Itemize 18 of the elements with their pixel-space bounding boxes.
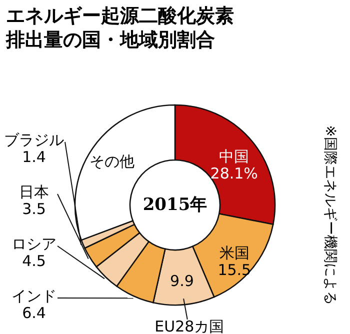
data-label: 28.1%	[210, 164, 258, 182]
data-label: 6.4	[22, 304, 46, 322]
slice-label: 中国	[219, 147, 250, 166]
slice-label: その他	[90, 152, 135, 170]
slice-label: EU28カ国	[154, 318, 224, 334]
slice-label: ロシア	[12, 235, 56, 253]
slice-label: ブラジル	[4, 131, 64, 149]
data-label: 15.5	[218, 261, 252, 280]
slice-label: インド	[12, 287, 56, 305]
data-label: 9.9	[170, 272, 194, 290]
data-label: 4.5	[22, 252, 46, 270]
text: ※国際エネルギー機関による	[322, 125, 338, 305]
data-label: 3.5	[22, 200, 46, 218]
chart-title: エネルギー起源二酸化炭素排出量の国・地域別割合	[5, 5, 234, 51]
slice-label: 日本	[19, 183, 49, 201]
data-label: 1.4	[22, 148, 46, 166]
slice-label: 米国	[219, 244, 250, 262]
text: 2015年	[142, 195, 208, 215]
